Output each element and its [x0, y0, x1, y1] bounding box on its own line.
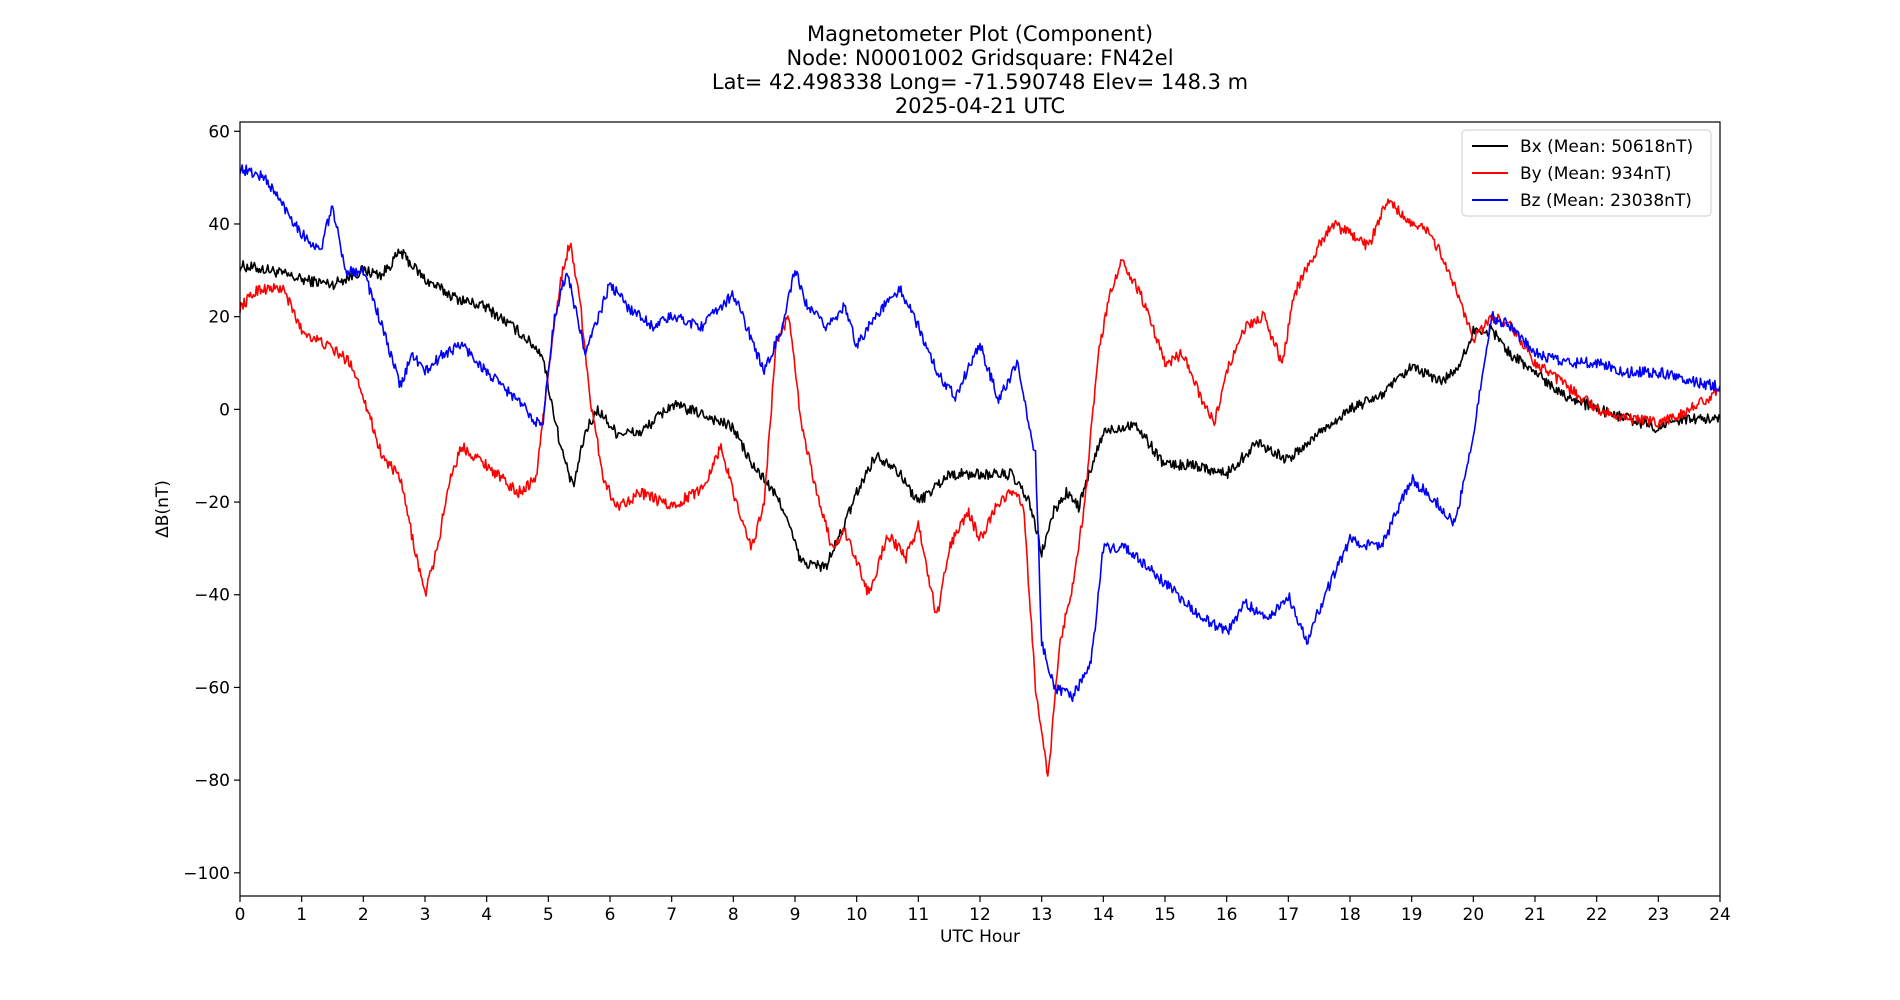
title-line-3: Lat= 42.498338 Long= -71.590748 Elev= 14…	[712, 70, 1248, 94]
x-tick-label-6: 6	[605, 905, 616, 925]
x-tick-label-11: 11	[908, 905, 930, 925]
y-tick-label-5: 0	[219, 400, 230, 420]
x-tick-label-9: 9	[790, 905, 801, 925]
x-tick-label-24: 24	[1709, 905, 1731, 925]
title-line-4: 2025-04-21 UTC	[895, 94, 1065, 118]
x-tick-label-20: 20	[1463, 905, 1485, 925]
y-tick-label-7: 40	[208, 215, 230, 235]
title-line-2: Node: N0001002 Gridsquare: FN42el	[786, 46, 1173, 70]
x-tick-label-8: 8	[728, 905, 739, 925]
series-line-2	[239, 164, 1721, 703]
series-line-0	[239, 248, 1721, 573]
y-tick-label-0: −100	[183, 864, 230, 884]
legend: Bx (Mean: 50618nT) By (Mean: 934nT) Bz (Me…	[1461, 129, 1712, 217]
legend-label-1: By (Mean: 934nT)	[1520, 164, 1671, 184]
x-tick-label-4: 4	[481, 905, 492, 925]
x-tick-label-3: 3	[420, 905, 431, 925]
y-tick-label-2: −60	[194, 678, 230, 698]
series-line-1	[239, 198, 1721, 777]
x-tick-label-19: 19	[1401, 905, 1423, 925]
y-tick-label-8: 60	[208, 122, 230, 142]
y-tick-label-1: −80	[194, 771, 230, 791]
legend-box	[1461, 129, 1712, 217]
x-tick-label-13: 13	[1031, 905, 1053, 925]
legend-label-0: Bx (Mean: 50618nT)	[1520, 137, 1693, 157]
x-tick-label-18: 18	[1339, 905, 1361, 925]
x-axis-label: UTC Hour	[940, 927, 1020, 947]
x-axis-ticks: 0 1 2 3 4 5 6 7 8 9 10 11 12 13 14 15 16 17 18 19 20 21 22 23 24	[235, 896, 1731, 925]
y-axis-label: ΔB(nT)	[153, 480, 173, 538]
title-line-1: Magnetometer Plot (Component)	[807, 22, 1153, 46]
y-tick-label-4: −20	[194, 493, 230, 513]
chart-title: Magnetometer Plot (Component) Node: N000…	[712, 22, 1248, 118]
x-tick-label-2: 2	[358, 905, 369, 925]
x-tick-label-0: 0	[235, 905, 246, 925]
y-axis-ticks: −100 −80 −60 −40 −20 0 20 40 60	[183, 122, 240, 884]
y-tick-label-6: 20	[208, 308, 230, 328]
legend-label-2: Bz (Mean: 23038nT)	[1520, 191, 1692, 211]
x-tick-label-7: 7	[666, 905, 677, 925]
x-tick-label-16: 16	[1216, 905, 1238, 925]
x-tick-label-22: 22	[1586, 905, 1608, 925]
x-tick-label-21: 21	[1524, 905, 1546, 925]
x-tick-label-14: 14	[1093, 905, 1115, 925]
x-tick-label-23: 23	[1648, 905, 1670, 925]
x-tick-label-1: 1	[296, 905, 307, 925]
plot-area-frame	[239, 121, 1721, 897]
x-tick-label-17: 17	[1278, 905, 1300, 925]
x-tick-label-5: 5	[543, 905, 554, 925]
x-tick-label-12: 12	[969, 905, 991, 925]
series-lines	[239, 164, 1721, 777]
y-tick-label-3: −40	[194, 586, 230, 606]
x-tick-label-10: 10	[846, 905, 868, 925]
x-tick-label-15: 15	[1154, 905, 1176, 925]
